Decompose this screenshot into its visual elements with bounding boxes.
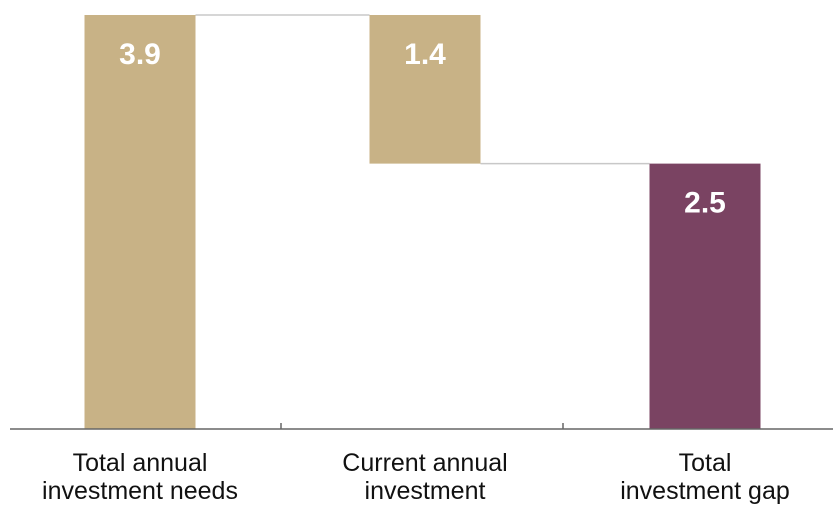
x-tick-label: Total annual investment needs (42, 449, 238, 505)
bar-value-label: 2.5 (684, 187, 726, 220)
x-tick-label-line: Total annual (73, 449, 208, 477)
bar-value-label: 3.9 (119, 38, 161, 71)
x-tick-label-line: Current annual (342, 449, 507, 477)
bar-value-labels: 3.9 1.4 2.5 (119, 38, 726, 220)
connector-lines (195, 14, 650, 165)
category-labels: Total annual investment needs Current annu… (42, 449, 790, 505)
bar-2 (369, 15, 481, 164)
bar-3 (649, 163, 761, 429)
bars (84, 15, 761, 429)
x-tick-label: Total investment gap (620, 449, 790, 505)
bar-value-label: 1.4 (404, 38, 446, 71)
x-axis (10, 423, 833, 430)
x-tick-label-line: investment (365, 477, 486, 505)
x-tick-label-line: investment needs (42, 477, 238, 505)
bar-1 (84, 15, 196, 429)
x-tick-label: Current annual investment (342, 449, 507, 505)
x-tick-label-line: Total (679, 449, 732, 477)
x-tick-label-line: investment gap (620, 477, 790, 505)
